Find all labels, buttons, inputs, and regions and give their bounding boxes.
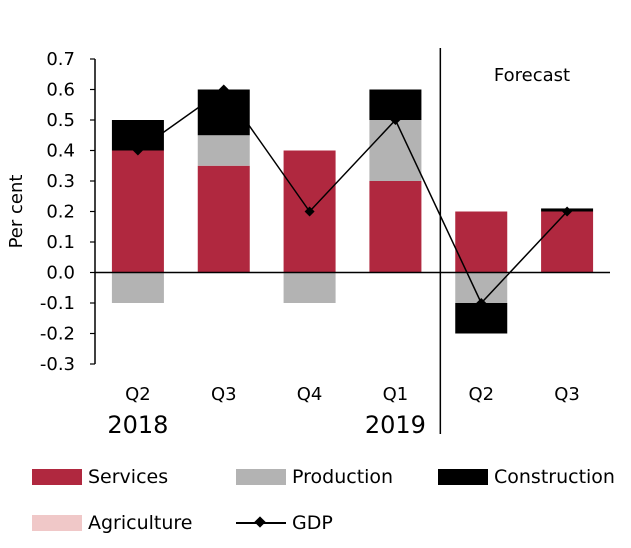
bar-construction-3 xyxy=(369,89,422,120)
bar-production-3 xyxy=(369,120,422,181)
gdp-line xyxy=(137,88,568,305)
y-tick-label: -0.2 xyxy=(40,324,75,345)
bar-services-0 xyxy=(111,150,164,273)
gdp-marker xyxy=(562,206,573,217)
y-tick-label: 0.5 xyxy=(46,110,75,131)
y-tick-label: -0.1 xyxy=(40,293,75,314)
bar-construction-4 xyxy=(455,303,508,334)
bar-services-5 xyxy=(541,211,594,273)
x-tick-label: Q3 xyxy=(554,384,580,405)
bar-services-4 xyxy=(455,211,508,273)
forecast-annotation: Forecast xyxy=(494,65,570,86)
bar-construction-0 xyxy=(111,120,164,151)
y-tick-label: 0.7 xyxy=(46,49,75,70)
y-tick-label: 0.0 xyxy=(46,263,75,284)
x-tick-label: Q2 xyxy=(125,384,151,405)
y-tick-label: 0.1 xyxy=(46,232,75,253)
y-tick-label: 0.2 xyxy=(46,202,75,223)
x-tick-label: Q1 xyxy=(383,384,409,405)
y-tick-label: -0.3 xyxy=(40,354,75,375)
x-tick-label: Q4 xyxy=(297,384,323,405)
y-tick-label: 0.6 xyxy=(46,80,75,101)
bar-production-1 xyxy=(197,135,250,166)
year-label: 2018 xyxy=(107,411,168,439)
bar-services-3 xyxy=(369,181,422,273)
gdp-marker xyxy=(476,298,487,308)
bar-production-2 xyxy=(283,272,336,303)
bar-production-4 xyxy=(455,272,508,303)
y-axis-title: Per cent xyxy=(6,175,27,249)
y-tick-label: 0.4 xyxy=(46,141,75,162)
gdp-marker xyxy=(390,115,401,125)
bar-services-1 xyxy=(197,165,250,273)
gdp-marker xyxy=(304,206,315,217)
gdp-marker xyxy=(218,84,229,95)
bar-production-0 xyxy=(111,272,164,303)
y-tick-label: 0.3 xyxy=(46,171,75,192)
bar-construction-1 xyxy=(197,89,250,136)
x-tick-label: Q3 xyxy=(211,384,237,405)
x-tick-label: Q2 xyxy=(468,384,494,405)
year-label: 2019 xyxy=(365,411,426,439)
gdp-marker xyxy=(132,145,143,156)
